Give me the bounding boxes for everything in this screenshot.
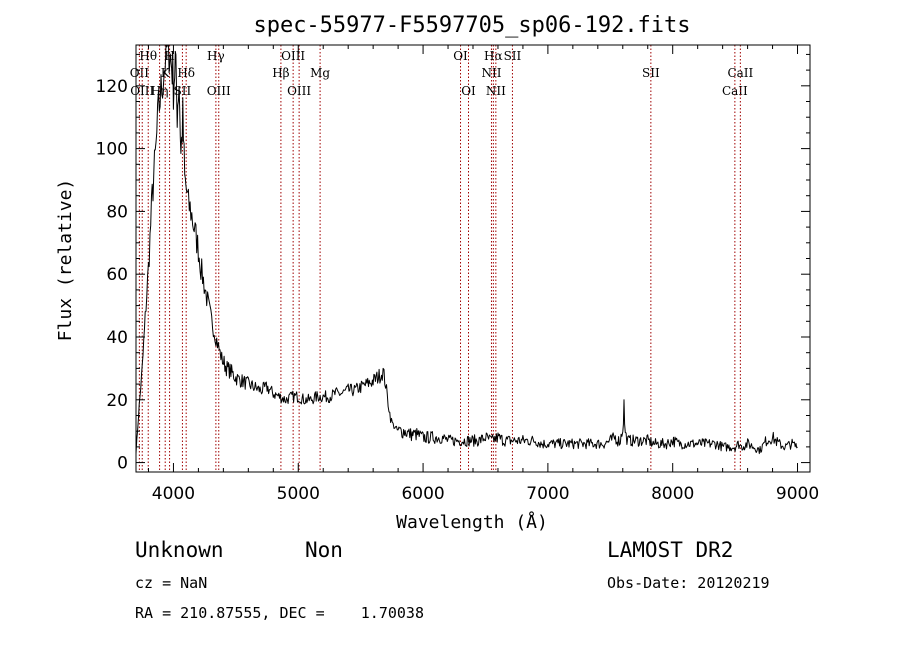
y-axis-label: Flux (relative) <box>55 179 76 342</box>
spectral-line-label: OIII <box>281 49 305 63</box>
spectral-line-markers: OIIOIIIHθHηKHSIIHδHγOIIIHβOIIIOIIIMgOIOI… <box>130 45 754 472</box>
coordinates: RA = 210.87555, DEC = 1.70038 <box>135 604 424 622</box>
spectral-line-label: OIII <box>207 84 231 98</box>
spectral-line-label: OI <box>453 49 468 63</box>
spectral-line-label: OII <box>130 66 150 80</box>
y-tick-label: 60 <box>106 265 128 285</box>
y-tick-label: 80 <box>106 202 128 222</box>
spectral-line-label: SII <box>642 66 660 80</box>
x-tick-label: 8000 <box>651 484 694 504</box>
plot-frame <box>135 44 811 473</box>
x-tick-label: 9000 <box>776 484 819 504</box>
y-tick-label: 40 <box>106 328 128 348</box>
spectral-line-label: Hβ <box>272 66 289 80</box>
spectral-line-label: Mg <box>310 66 330 80</box>
spectral-line-label: NII <box>481 66 501 80</box>
spectrum-line <box>135 44 798 455</box>
spectral-line-label: K <box>161 66 171 80</box>
redshift-cz: cz = NaN <box>135 574 208 592</box>
spectral-line-label: Hη <box>151 84 169 98</box>
spectral-line-label: NII <box>486 84 506 98</box>
x-tick-label: 4000 <box>152 484 195 504</box>
x-axis-label: Wavelength (Å) <box>396 511 548 533</box>
spectral-line-label: Hγ <box>207 49 225 63</box>
y-tick-label: 20 <box>106 391 128 411</box>
chart-title: spec-55977-F5597705_sp06-192.fits <box>253 13 690 38</box>
y-tick-label: 0 <box>117 454 128 474</box>
spectral-line-label: OI <box>461 84 476 98</box>
x-tick-label: 5000 <box>277 484 320 504</box>
spectral-line-label: OIII <box>287 84 311 98</box>
spectral-line-label: CaII <box>722 84 748 98</box>
axis-ticks: 4000 5000 6000 7000 8000 9000 0 20 40 60 80 100 120 <box>96 45 819 504</box>
y-tick-label: 120 <box>96 77 128 97</box>
spectral-line-label: SII <box>504 49 522 63</box>
object-subclass: Non <box>305 538 343 562</box>
y-tick-label: 100 <box>96 140 128 160</box>
observation-date: Obs-Date: 20120219 <box>607 574 770 592</box>
spectral-line-label: SII <box>174 84 192 98</box>
x-tick-label: 7000 <box>526 484 569 504</box>
spectral-line-label: CaII <box>727 66 753 80</box>
x-tick-label: 6000 <box>401 484 444 504</box>
spectral-line-label: Hα <box>484 49 503 63</box>
spectral-line-label: Hθ <box>139 49 157 63</box>
spectral-line-label: Hδ <box>177 66 195 80</box>
survey-name: LAMOST DR2 <box>607 538 734 562</box>
object-class: Unknown <box>135 538 224 562</box>
spectrum-series <box>135 44 798 455</box>
spectral-line-label: H <box>164 49 174 63</box>
